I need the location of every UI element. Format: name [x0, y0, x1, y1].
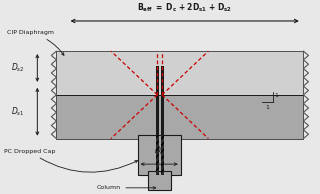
Text: Column: Column — [96, 185, 156, 190]
Text: $\mathbf{B_{eff}}\ \mathbf{=}\ \mathbf{D_c}\ \mathbf{+}\ \mathbf{2D_{s1}}\ \math: $\mathbf{B_{eff}}\ \mathbf{=}\ \mathbf{D… — [137, 1, 232, 14]
Text: $D_{s2}$: $D_{s2}$ — [12, 62, 25, 74]
Bar — [156, 135, 159, 175]
Text: $D_c$: $D_c$ — [154, 144, 164, 157]
Bar — [156, 66, 159, 175]
Text: CIP Diaphragm: CIP Diaphragm — [7, 30, 64, 55]
Bar — [161, 66, 164, 175]
Text: 1: 1 — [266, 105, 269, 110]
Bar — [161, 135, 164, 175]
Bar — [148, 171, 171, 190]
Text: PC Dropped Cap: PC Dropped Cap — [4, 149, 138, 172]
Text: $D_{s1}$: $D_{s1}$ — [12, 106, 25, 118]
Bar — [56, 95, 303, 139]
Bar — [138, 135, 181, 175]
Bar — [56, 51, 303, 95]
Text: 1: 1 — [275, 93, 279, 98]
